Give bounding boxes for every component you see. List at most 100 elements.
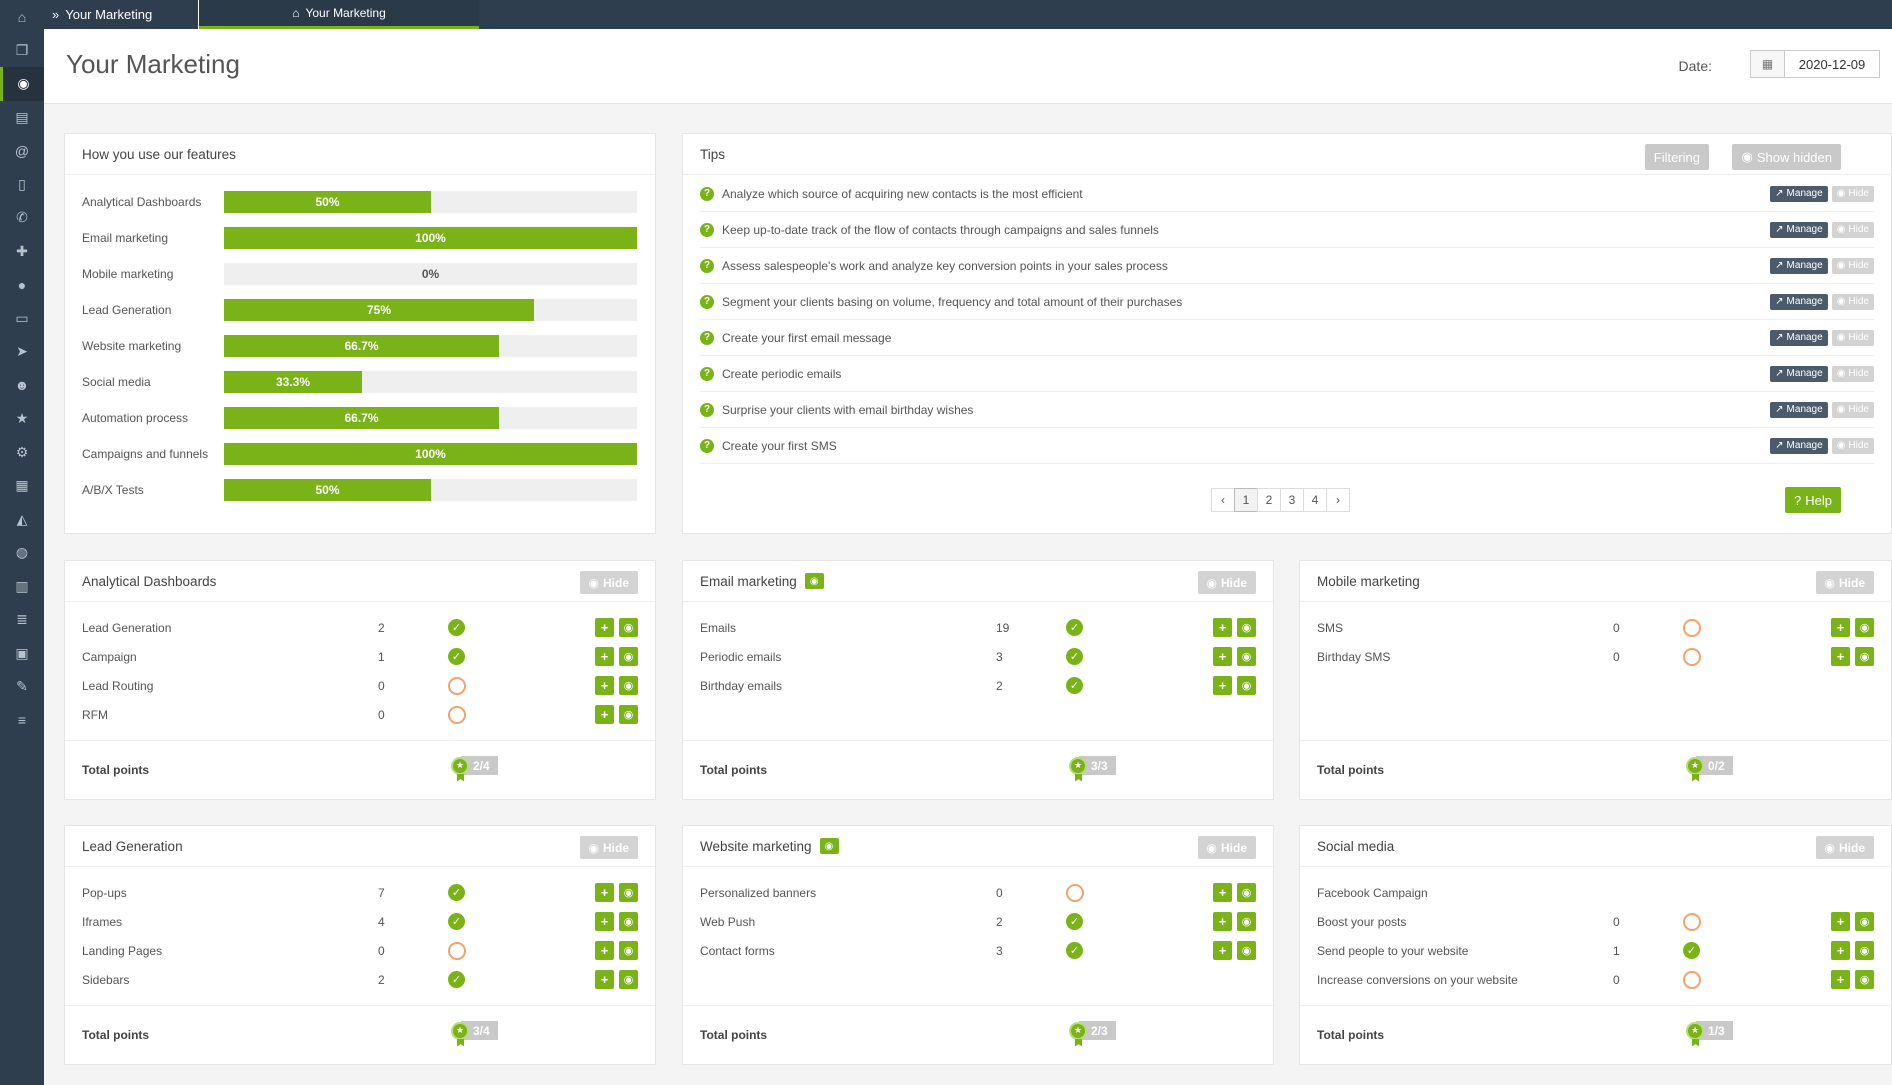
- add-icon[interactable]: +: [1213, 883, 1232, 902]
- home-icon[interactable]: ⌂: [17, 8, 27, 25]
- user-plus-icon[interactable]: ✚: [16, 242, 28, 259]
- eye-icon[interactable]: ◉: [1855, 912, 1874, 931]
- manage-label: Manage: [1786, 224, 1823, 235]
- tip-hide-button[interactable]: ◉ Hide: [1831, 401, 1874, 418]
- tip-manage-button[interactable]: ↗ Manage: [1770, 257, 1828, 274]
- tip-manage-button[interactable]: ↗ Manage: [1770, 293, 1828, 310]
- eye-icon[interactable]: ◉: [619, 705, 638, 724]
- bullhorn-icon[interactable]: ➤: [16, 343, 28, 360]
- hide-section-button[interactable]: ◉ Hide: [1815, 836, 1874, 859]
- phone-icon[interactable]: ✆: [16, 209, 28, 226]
- globe-icon[interactable]: ◍: [15, 544, 29, 561]
- eye-icon[interactable]: ◉: [619, 970, 638, 989]
- eye-icon[interactable]: ◉: [1237, 912, 1256, 931]
- help-button[interactable]: ? Help: [1785, 487, 1841, 513]
- chevron-right-icon[interactable]: ›: [1326, 488, 1350, 512]
- eye-icon[interactable]: ◉: [1237, 647, 1256, 666]
- tip-manage-button[interactable]: ↗ Manage: [1770, 221, 1828, 238]
- grid-icon[interactable]: ▦: [15, 477, 29, 494]
- eye-icon[interactable]: ◉: [1237, 883, 1256, 902]
- gears-icon[interactable]: ⚙: [15, 443, 29, 460]
- add-icon[interactable]: +: [595, 647, 614, 666]
- eye-icon[interactable]: ◉: [804, 573, 824, 589]
- add-icon[interactable]: +: [595, 618, 614, 637]
- hide-section-button[interactable]: ◉ Hide: [1815, 571, 1874, 594]
- hide-section-button[interactable]: ◉ Hide: [1197, 836, 1256, 859]
- tip-manage-button[interactable]: ↗ Manage: [1770, 185, 1828, 202]
- add-icon[interactable]: +: [595, 883, 614, 902]
- copy-icon[interactable]: ❐: [15, 41, 29, 58]
- eye-icon[interactable]: ◉: [619, 912, 638, 931]
- page-button[interactable]: 4: [1303, 488, 1327, 512]
- at-icon[interactable]: @: [14, 142, 30, 159]
- add-icon[interactable]: +: [1831, 618, 1850, 637]
- add-icon[interactable]: +: [1213, 941, 1232, 960]
- topbar-brand[interactable]: » Your Marketing: [44, 0, 199, 29]
- eye-icon[interactable]: ◉: [819, 838, 839, 854]
- add-icon[interactable]: +: [1831, 970, 1850, 989]
- tip-hide-button[interactable]: ◉ Hide: [1831, 221, 1874, 238]
- tip-manage-button[interactable]: ↗ Manage: [1770, 365, 1828, 382]
- add-icon[interactable]: +: [595, 970, 614, 989]
- filtering-button[interactable]: Filtering: [1644, 144, 1709, 170]
- chevron-left-icon[interactable]: ‹: [1211, 488, 1235, 512]
- date-value[interactable]: 2020-12-09: [1798, 56, 1866, 72]
- eye-icon[interactable]: ◉: [619, 676, 638, 695]
- tab-your-marketing[interactable]: ⌂ Your Marketing: [199, 0, 479, 29]
- eye-icon[interactable]: ◉: [619, 941, 638, 960]
- sliders-icon[interactable]: ≡: [17, 712, 27, 729]
- add-icon[interactable]: +: [1213, 647, 1232, 666]
- hide-section-button[interactable]: ◉ Hide: [1197, 571, 1256, 594]
- files-icon[interactable]: ▣: [15, 644, 29, 661]
- page-button[interactable]: 3: [1280, 488, 1304, 512]
- area-chart-icon[interactable]: ◭: [16, 510, 28, 527]
- tip-manage-button[interactable]: ↗ Manage: [1770, 401, 1828, 418]
- add-icon[interactable]: +: [1213, 912, 1232, 931]
- show-hidden-button[interactable]: ◉ Show hidden: [1732, 144, 1841, 170]
- wrench-icon[interactable]: ✎: [16, 678, 28, 695]
- eye-icon[interactable]: ◉: [1237, 941, 1256, 960]
- total-points-label: Total points: [1317, 763, 1385, 777]
- laptop-icon[interactable]: ▭: [15, 309, 29, 326]
- tip-hide-button[interactable]: ◉ Hide: [1831, 329, 1874, 346]
- add-icon[interactable]: +: [595, 676, 614, 695]
- eye-icon[interactable]: ◉: [619, 618, 638, 637]
- eye-icon[interactable]: ◉: [0, 67, 44, 101]
- contact-card-icon[interactable]: ▤: [15, 108, 29, 125]
- tip-hide-button[interactable]: ◉ Hide: [1831, 293, 1874, 310]
- database-icon[interactable]: ≣: [16, 611, 28, 628]
- tip-hide-button[interactable]: ◉ Hide: [1831, 257, 1874, 274]
- add-icon[interactable]: +: [1831, 912, 1850, 931]
- add-icon[interactable]: +: [595, 912, 614, 931]
- mobile-icon[interactable]: ▯: [18, 175, 26, 192]
- page-button[interactable]: 1: [1234, 488, 1258, 512]
- comment-icon[interactable]: ●: [17, 276, 27, 293]
- add-icon[interactable]: +: [1213, 676, 1232, 695]
- eye-icon[interactable]: ◉: [619, 883, 638, 902]
- hide-section-button[interactable]: ◉ Hide: [579, 836, 638, 859]
- add-icon[interactable]: +: [1831, 941, 1850, 960]
- eye-icon[interactable]: ◉: [619, 647, 638, 666]
- tip-manage-button[interactable]: ↗ Manage: [1770, 437, 1828, 454]
- tip-hide-button[interactable]: ◉ Hide: [1831, 437, 1874, 454]
- eye-icon[interactable]: ◉: [1855, 647, 1874, 666]
- tip-hide-button[interactable]: ◉ Hide: [1831, 185, 1874, 202]
- add-icon[interactable]: +: [1213, 618, 1232, 637]
- eye-icon[interactable]: ◉: [1855, 970, 1874, 989]
- calendar-icon[interactable]: ▦: [1751, 51, 1785, 77]
- eye-icon[interactable]: ◉: [1855, 941, 1874, 960]
- calendar-icon[interactable]: ▥: [15, 577, 29, 594]
- eye-icon[interactable]: ◉: [1237, 618, 1256, 637]
- date-picker[interactable]: ▦ 2020-12-09: [1750, 50, 1880, 78]
- users-icon[interactable]: ☻: [14, 377, 30, 394]
- page-button[interactable]: 2: [1257, 488, 1281, 512]
- add-icon[interactable]: +: [1831, 647, 1850, 666]
- hide-section-button[interactable]: ◉ Hide: [579, 571, 638, 594]
- eye-icon[interactable]: ◉: [1855, 618, 1874, 637]
- add-icon[interactable]: +: [595, 941, 614, 960]
- eye-icon[interactable]: ◉: [1237, 676, 1256, 695]
- tip-hide-button[interactable]: ◉ Hide: [1831, 365, 1874, 382]
- star-icon[interactable]: ★: [15, 410, 29, 427]
- tip-manage-button[interactable]: ↗ Manage: [1770, 329, 1828, 346]
- add-icon[interactable]: +: [595, 705, 614, 724]
